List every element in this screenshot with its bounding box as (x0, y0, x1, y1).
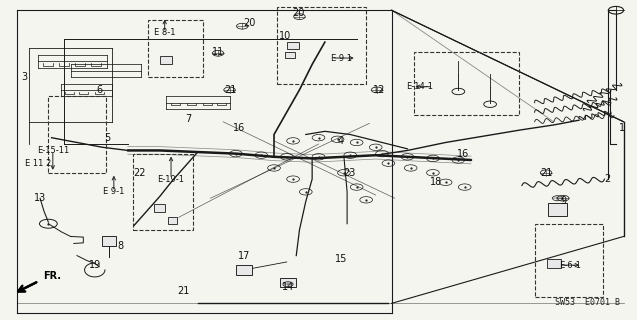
Text: E-19-1: E-19-1 (157, 175, 185, 184)
Bar (276, 7, 366, 84)
Text: 17: 17 (238, 251, 250, 260)
Text: E-15-11: E-15-11 (37, 146, 69, 155)
Text: 9: 9 (560, 196, 566, 206)
Bar (168, 217, 177, 224)
Text: 20: 20 (292, 8, 304, 19)
Bar (534, 224, 603, 297)
Bar (154, 204, 166, 212)
Text: 5: 5 (104, 133, 111, 143)
Bar (287, 42, 299, 49)
Text: 8: 8 (117, 241, 123, 251)
Bar (48, 96, 106, 173)
Text: 11: 11 (212, 47, 224, 57)
Text: 6: 6 (96, 85, 103, 95)
Bar (133, 154, 192, 230)
Text: 16: 16 (233, 123, 245, 133)
Text: 20: 20 (244, 18, 256, 28)
Text: 10: 10 (279, 31, 292, 41)
Text: SW53  E0701 B: SW53 E0701 B (555, 298, 620, 307)
Text: 14: 14 (282, 283, 294, 292)
Text: 21: 21 (177, 286, 189, 296)
Text: E 9-1: E 9-1 (103, 188, 124, 196)
Text: 7: 7 (185, 114, 191, 124)
Text: E-6-1: E-6-1 (559, 261, 581, 270)
Text: 12: 12 (373, 85, 385, 95)
Text: E-14-1: E-14-1 (406, 82, 433, 91)
Bar (236, 265, 252, 275)
Bar (547, 259, 561, 268)
Text: 19: 19 (89, 260, 101, 270)
Text: 18: 18 (430, 177, 442, 187)
Text: 23: 23 (343, 168, 355, 178)
Bar (414, 52, 519, 116)
Bar (280, 278, 296, 287)
Text: 15: 15 (334, 254, 347, 264)
Bar (102, 236, 116, 246)
Bar (548, 203, 567, 216)
FancyArrowPatch shape (18, 282, 36, 292)
Text: 21: 21 (540, 168, 552, 178)
Text: FR.: FR. (43, 271, 61, 281)
Text: 13: 13 (34, 193, 47, 203)
Text: 4: 4 (338, 136, 344, 146)
Text: 1: 1 (619, 123, 626, 133)
Text: E 8-1: E 8-1 (154, 28, 175, 37)
Bar (148, 20, 203, 77)
Text: 21: 21 (225, 85, 237, 95)
Text: 2: 2 (605, 174, 611, 184)
Text: E 9 1: E 9 1 (331, 53, 352, 62)
Text: 3: 3 (22, 72, 28, 82)
Bar (161, 56, 172, 64)
Bar (285, 52, 295, 58)
Text: 22: 22 (133, 168, 145, 178)
Text: E 11 2: E 11 2 (25, 159, 51, 168)
Text: 16: 16 (457, 148, 469, 159)
